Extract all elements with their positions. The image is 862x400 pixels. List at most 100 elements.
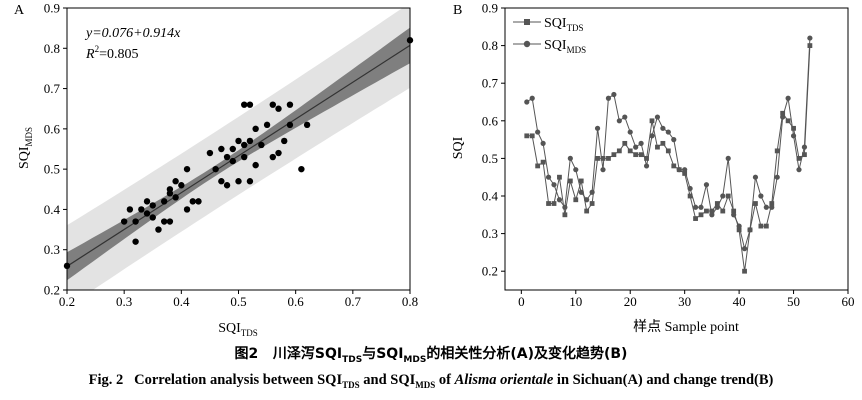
series-line-mds (526, 38, 811, 251)
series-point-tds (693, 216, 698, 221)
series-point-tds (774, 148, 780, 154)
series-point-mds (567, 155, 573, 161)
scatter-point (166, 218, 174, 225)
r-squared-r: R (85, 47, 95, 62)
y-tick-label: 0.5 (482, 151, 498, 166)
scatter-point (218, 178, 225, 185)
series-point-mds (698, 204, 704, 210)
series-point-mds (703, 182, 710, 188)
scatter-point (258, 141, 265, 149)
panel-a-letter: A (14, 3, 25, 18)
r-squared-value: =0.805 (99, 47, 138, 62)
series-point-mds (687, 185, 693, 192)
regression-equation: y=0.076+0.914x (84, 26, 181, 41)
series-point-tds (671, 163, 677, 169)
series-point-tds (736, 227, 742, 233)
series-point-mds (535, 129, 541, 135)
series-point-tds (584, 208, 590, 214)
series-point-mds (584, 197, 590, 203)
series-point-mds (731, 212, 737, 218)
panel-b-ticks: 0 10 20 30 40 50 60 0.2 0.3 0.4 0.5 0.6 0.7 0.8 0.9 (482, 1, 855, 310)
series-point-mds (671, 137, 677, 143)
series-point-tds (769, 201, 775, 206)
series-point-mds (594, 125, 601, 131)
series-point-mds (578, 189, 584, 195)
scatter-point (138, 206, 145, 213)
legend-label-mds: SQIMDS (544, 38, 586, 55)
series-point-tds (742, 268, 747, 274)
x-tick-label: 20 (624, 294, 637, 309)
y-tick-label: 0.4 (482, 189, 499, 204)
series-point-tds (780, 110, 786, 116)
x-tick-label: 10 (569, 294, 582, 309)
y-tick-label: 0.3 (44, 242, 60, 257)
scatter-point (183, 206, 191, 213)
scatter-point (166, 190, 174, 197)
scatter-point (241, 141, 248, 149)
series-point-tds (660, 140, 666, 146)
caption-english: Fig. 2 Correlation analysis between SQIT… (0, 372, 862, 390)
series-point-tds (687, 193, 693, 199)
series-point-mds (752, 174, 759, 180)
panel-b-letter: B (453, 3, 462, 18)
x-tick-label: 0.5 (230, 294, 246, 309)
series-point-tds (567, 178, 573, 184)
caption-en-b-sub: MDS (415, 379, 436, 390)
series-point-tds (578, 178, 584, 184)
series-point-tds (535, 163, 541, 169)
series-point-tds (611, 152, 617, 158)
series-point-mds (692, 204, 699, 210)
series-point-mds (725, 155, 731, 161)
panel-a-scatter: A 0.2 0.3 0.4 0.5 0.6 0.7 0.80.20.30.40.50.60.… (14, 1, 418, 339)
y-tick-label: 0.2 (482, 264, 498, 279)
series-point-mds (589, 189, 595, 195)
series-point-mds (573, 167, 579, 173)
legend-marker-tds (524, 19, 530, 25)
series-point-mds (665, 129, 671, 135)
scatter-point (286, 121, 294, 129)
scatter-point (189, 198, 196, 205)
series-point-tds (796, 156, 802, 161)
series-point-mds (627, 129, 633, 135)
y-tick-label: 0.9 (44, 1, 60, 16)
scatter-point (241, 153, 248, 161)
line-series (524, 35, 813, 274)
series-point-mds (633, 144, 639, 150)
series-point-tds (546, 201, 551, 206)
scatter-point (212, 165, 219, 173)
series-point-tds (644, 156, 649, 161)
series-point-tds (627, 148, 633, 154)
legend: SQITDS SQIMDS (513, 16, 586, 55)
series-point-tds (633, 152, 639, 158)
confidence-band (67, 27, 410, 281)
scatter-point (235, 178, 242, 185)
scatter-point (195, 198, 202, 205)
scatter-point (246, 137, 254, 145)
x-tick-label: 50 (787, 294, 800, 309)
scatter-point (223, 153, 231, 161)
series-point-mds (649, 133, 655, 139)
series-point-mds (611, 91, 617, 98)
caption-zh-b-sub: MDS (403, 354, 427, 365)
series-point-mds (622, 114, 628, 120)
y-tick-label: 0.2 (44, 283, 60, 298)
series-point-tds (616, 148, 622, 154)
series-point-tds (758, 223, 764, 229)
scatter-point (149, 214, 156, 221)
series-point-tds (753, 201, 758, 206)
x-tick-label: 30 (678, 294, 691, 309)
legend-tds-main: SQI (544, 16, 567, 31)
series-point-tds (562, 212, 568, 218)
series-point-mds (741, 246, 748, 252)
panel-a-ticks: 0.2 0.3 0.4 0.5 0.6 0.7 0.8 0.2 0.3 0.4 0.5 0.6 0.7 0… (44, 1, 418, 310)
series-point-mds (660, 125, 666, 131)
series-point-mds (774, 174, 780, 180)
series-point-tds (665, 148, 671, 154)
scatter-point (178, 182, 185, 189)
series-point-mds (638, 140, 644, 146)
series-point-mds (790, 133, 797, 139)
series-point-tds (763, 223, 769, 229)
scatter-point (229, 145, 236, 153)
caption-en-d: in Sichuan(A) and change trend(B) (553, 372, 774, 388)
scatter-point (246, 101, 254, 108)
